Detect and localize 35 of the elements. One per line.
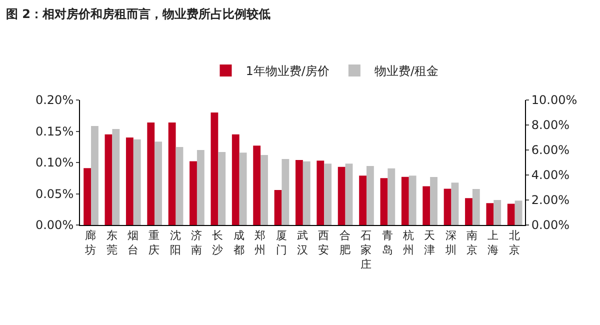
x-tick-label: 重庆 [148, 229, 160, 256]
x-tick-label: 武汉 [297, 229, 308, 256]
y2-tick-label: 6.00% [531, 143, 570, 158]
y2-tick-label: 0.00% [531, 218, 570, 232]
legend-label: 物业费/租金 [374, 64, 438, 78]
y-tick-label: 0.05% [35, 186, 74, 201]
y-tick-label: 0.20% [35, 93, 74, 108]
y-tick-label: 0.00% [35, 218, 74, 232]
chart-title: 图 2：相对房价和房租而言，物业费所占比例较低 [6, 7, 271, 22]
x-tick-label: 合肥 [339, 229, 350, 256]
y2-tick-label: 2.00% [531, 193, 570, 208]
y2-tick-label: 8.00% [531, 118, 570, 132]
x-tick-label: 杭州 [402, 229, 414, 256]
x-tick-label: 厦门 [276, 229, 287, 256]
y-tick-label: 0.15% [35, 124, 74, 138]
y-tick-label: 0.10% [35, 156, 74, 170]
y2-tick-label: 10.00% [531, 93, 578, 108]
x-tick-label: 长沙 [212, 229, 224, 256]
x-tick-label: 天津 [424, 229, 436, 256]
x-tick-label: 南京 [466, 229, 478, 256]
x-tick-label: 石家庄 [360, 229, 372, 271]
y2-tick-label: 4.00% [531, 168, 570, 182]
x-tick-label: 上海 [488, 229, 499, 256]
x-tick-label: 东莞 [106, 229, 118, 256]
x-tick-label: 沈阳 [170, 229, 181, 256]
x-tick-label: 烟台 [127, 229, 138, 256]
x-tick-label: 济南 [191, 229, 202, 256]
x-tick-label: 成都 [233, 229, 244, 256]
legend-label: 1年物业费/房价 [246, 64, 330, 78]
x-tick-label: 西安 [318, 229, 330, 256]
x-tick-label: 北京 [508, 229, 520, 256]
x-tick-label: 廊坊 [84, 229, 96, 256]
x-tick-label: 郑州 [254, 229, 266, 256]
x-tick-label: 深圳 [444, 229, 456, 256]
x-tick-label: 青岛 [382, 229, 393, 256]
